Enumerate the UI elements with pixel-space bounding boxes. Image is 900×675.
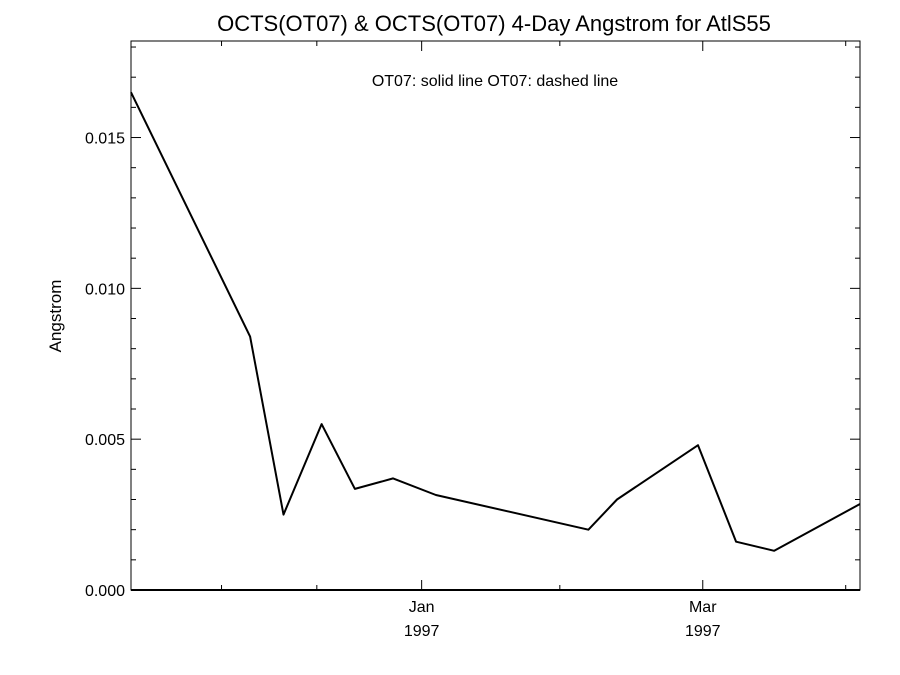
x-tick-label-year: 1997 bbox=[685, 623, 721, 640]
series-line bbox=[130, 91, 861, 552]
chart-title: OCTS(OT07) & OCTS(OT07) 4-Day Angstrom f… bbox=[217, 11, 771, 36]
x-axis-ticks: Jan 1997 Mar 1997 bbox=[221, 41, 847, 640]
y-tick-label: 0.015 bbox=[85, 131, 125, 148]
x-tick-label-month: Jan bbox=[409, 599, 435, 616]
y-tick-label: 0.000 bbox=[85, 583, 125, 600]
y-axis-label: Angstrom bbox=[46, 280, 65, 353]
y-tick-label: 0.005 bbox=[85, 432, 125, 449]
x-tick-label-month: Mar bbox=[689, 599, 717, 616]
series-layer bbox=[130, 91, 861, 591]
y-tick-label: 0.010 bbox=[85, 281, 125, 298]
y-axis-ticks: 0.000 0.005 0.010 0.015 bbox=[85, 46, 860, 600]
x-tick-label-year: 1997 bbox=[404, 623, 440, 640]
legend-annotation: OT07: solid line OT07: dashed line bbox=[372, 73, 618, 90]
